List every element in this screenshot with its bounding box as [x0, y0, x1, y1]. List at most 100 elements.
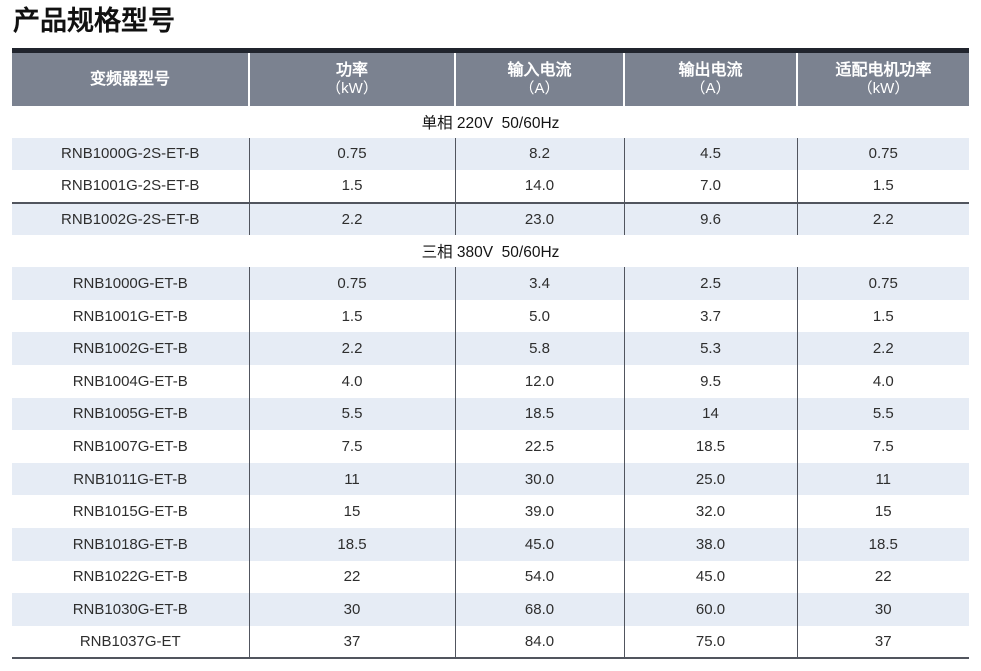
section-header-row: 三相 380V 50/60Hz — [12, 235, 969, 268]
cell-power-kw: 1.5 — [248, 170, 455, 203]
cell-motor-power-kw: 0.75 — [796, 137, 969, 171]
table-row: RNB1018G-ET-B 18.5 45.0 38.0 18.5 — [12, 528, 969, 561]
table-row: RNB1030G-ET-B 30 68.0 60.0 30 — [12, 593, 969, 626]
cell-input-current: 12.0 — [454, 365, 624, 398]
cell-motor-power-kw: 11 — [796, 462, 969, 496]
cell-power-kw: 2.2 — [248, 201, 455, 236]
cell-input-current: 68.0 — [454, 593, 624, 626]
cell-motor-power-kw: 2.2 — [796, 332, 969, 366]
cell-model: RNB1001G-2S-ET-B — [61, 177, 200, 195]
section-header: 三相 380V 50/60Hz — [12, 235, 969, 268]
table-row: RNB1000G-2S-ET-B 0.75 8.2 4.5 0.75 — [12, 137, 969, 171]
cell-motor-power-kw: 7.5 — [796, 430, 969, 463]
cell-output-current: 5.3 — [623, 332, 797, 366]
cell-model: RNB1037G-ET — [12, 625, 249, 660]
col-header-input-current-unit: （A） — [519, 80, 560, 98]
table-row: RNB1037G-ET 37 84.0 75.0 37 — [12, 625, 969, 660]
cell-input-current: 84.0 — [454, 625, 624, 660]
cell-power-kw: 5.5 — [248, 397, 455, 431]
table-row: RNB1015G-ET-B 15 39.0 32.0 15 — [12, 495, 969, 529]
table-row: RNB1001G-2S-ET-B 1.5 14.0 7.0 1.5 — [12, 170, 969, 203]
table-row: RNB1011G-ET-B 11 30.0 25.0 11 — [12, 462, 969, 496]
table-row: RNB1002G-ET-B 2.2 5.8 5.3 2.2 — [12, 332, 969, 366]
cell-output-current: 4.5 — [623, 137, 797, 171]
cell-output-current: 14 — [623, 397, 797, 431]
cell-output-current: 2.5 — [623, 267, 797, 300]
cell-input-current: 5.0 — [454, 299, 624, 333]
col-header-power-unit: （kW） — [326, 80, 378, 98]
table-row: RNB1004G-ET-B 4.0 12.0 9.5 4.0 — [12, 365, 969, 398]
cell-motor-power-kw: 0.75 — [796, 267, 969, 300]
col-header-motor-power-unit: （kW） — [857, 80, 910, 98]
cell-model: RNB1005G-ET-B — [12, 397, 249, 431]
cell-model: RNB1030G-ET-B — [12, 593, 249, 626]
cell-motor-power-kw: 37 — [796, 625, 969, 660]
table-row: RNB1022G-ET-B 22 54.0 45.0 22 — [12, 560, 969, 594]
table-row: RNB1000G-ET-B 0.75 3.4 2.5 0.75 — [12, 267, 969, 300]
col-header-motor-power: 适配电机功率 （kW） — [796, 48, 969, 106]
cell-output-current: 25.0 — [623, 462, 797, 496]
table-row: RNB1007G-ET-B 7.5 22.5 18.5 7.5 — [12, 430, 969, 463]
cell-motor-power-kw: 5.5 — [796, 397, 969, 431]
col-header-input-current-label: 输入电流 — [507, 62, 572, 80]
cell-output-current: 38.0 — [623, 528, 797, 561]
cell-motor-power-kw: 1.5 — [796, 170, 969, 203]
cell-motor-power-kw: 1.5 — [796, 299, 969, 333]
cell-model: RNB1000G-ET-B — [12, 267, 249, 300]
cell-power-kw: 0.75 — [248, 267, 455, 300]
col-header-output-current-label: 输出电流 — [678, 62, 743, 80]
cell-power-kw: 22 — [248, 560, 455, 594]
cell-output-current: 9.5 — [623, 365, 797, 398]
cell-output-current: 18.5 — [623, 430, 797, 463]
cell-power-kw: 11 — [248, 462, 455, 496]
cell-input-current: 39.0 — [454, 495, 624, 529]
cell-input-current: 45.0 — [454, 528, 624, 561]
cell-power-kw: 7.5 — [248, 430, 455, 463]
cell-motor-power-kw: 15 — [796, 495, 969, 529]
section-header: 单相 220V 50/60Hz — [12, 105, 969, 138]
cell-model: RNB1022G-ET-B — [72, 568, 188, 586]
table-header-row: 变频器型号 功率 （kW） 输入电流 （A） 输出电流 （A） 适配电机功率 — [12, 48, 969, 106]
cell-power-kw: 4.0 — [248, 365, 455, 398]
cell-model: RNB1007G-ET-B — [72, 438, 188, 456]
cell-input-current: 54.0 — [454, 560, 624, 594]
cell-input-current: 14.0 — [454, 170, 624, 203]
table-row: RNB1002G-2S-ET-B 2.2 23.0 9.6 2.2 — [12, 201, 969, 236]
cell-output-current: 60.0 — [623, 593, 797, 626]
cell-input-current: 18.5 — [454, 397, 624, 431]
cell-motor-power-kw: 30 — [796, 593, 969, 626]
cell-output-current: 7.0 — [623, 170, 797, 203]
cell-motor-power-kw: 18.5 — [796, 528, 969, 561]
cell-input-current: 8.2 — [454, 137, 624, 171]
cell-model: RNB1002G-ET-B — [12, 332, 249, 366]
cell-power-kw: 2.2 — [248, 332, 455, 366]
table-body: 单相 220V 50/60Hz RNB1000G-2S-ET-B 0.75 8.2 4.… — [12, 105, 969, 660]
cell-motor-power-kw: 22 — [796, 560, 969, 594]
cell-power-kw: 0.75 — [248, 137, 455, 171]
col-header-power: 功率 （kW） — [248, 48, 455, 106]
cell-output-current: 9.6 — [623, 201, 797, 236]
col-header-power-label: 功率 — [335, 62, 368, 80]
col-header-motor-power-label: 适配电机功率 — [835, 62, 932, 80]
cell-model: RNB1001G-ET-B — [72, 307, 188, 325]
cell-model: RNB1004G-ET-B — [72, 372, 188, 390]
cell-model: RNB1011G-ET-B — [12, 462, 249, 496]
cell-motor-power-kw: 4.0 — [796, 365, 969, 398]
col-header-input-current: 输入电流 （A） — [454, 48, 624, 106]
col-header-output-current: 输出电流 （A） — [623, 48, 797, 106]
cell-output-current: 45.0 — [623, 560, 797, 594]
cell-model: RNB1015G-ET-B — [72, 503, 188, 521]
cell-input-current: 23.0 — [454, 201, 624, 236]
cell-model: RNB1018G-ET-B — [12, 528, 249, 561]
cell-input-current: 30.0 — [454, 462, 624, 496]
cell-output-current: 75.0 — [623, 625, 797, 660]
cell-input-current: 5.8 — [454, 332, 624, 366]
cell-model: RNB1002G-2S-ET-B — [12, 201, 249, 236]
spec-table: 变频器型号 功率 （kW） 输入电流 （A） 输出电流 （A） 适配电机功率 — [12, 48, 969, 660]
table-row: RNB1001G-ET-B 1.5 5.0 3.7 1.5 — [12, 299, 969, 333]
cell-motor-power-kw: 2.2 — [796, 201, 969, 236]
cell-model: RNB1000G-2S-ET-B — [12, 137, 249, 171]
col-header-model: 变频器型号 — [12, 48, 249, 106]
cell-power-kw: 37 — [248, 625, 455, 660]
